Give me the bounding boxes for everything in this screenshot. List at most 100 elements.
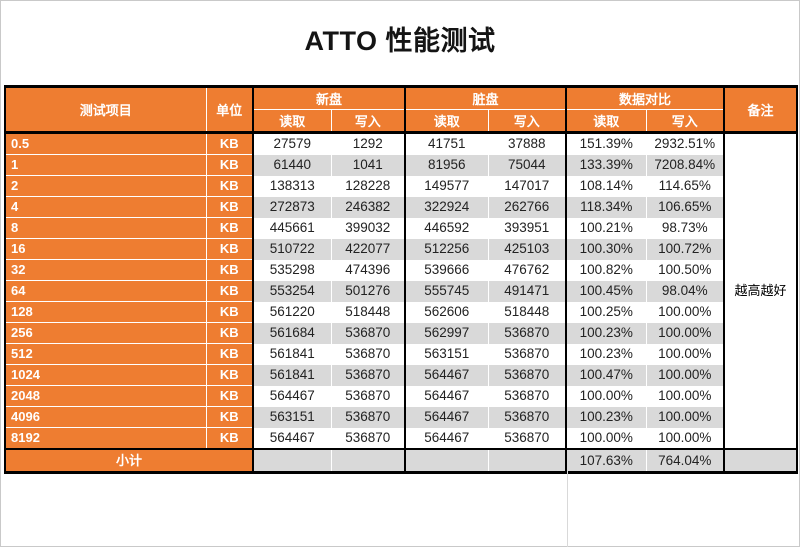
cell-cmp-read: 100.82%	[566, 259, 647, 281]
table-row: 4 KB 272873 246382 322924 262766 118.34%…	[5, 196, 797, 218]
table-row: 1 KB 61440 1041 81956 75044 133.39% 7208…	[5, 154, 797, 176]
cell-new-read: 564467	[253, 427, 332, 449]
cell-unit: KB	[206, 301, 254, 323]
cell-cmp-write: 100.72%	[646, 238, 726, 260]
remark-note: 越高越好	[724, 132, 798, 449]
cell-new-write: 536870	[331, 385, 407, 407]
cell-new-read: 564467	[253, 385, 332, 407]
cell-cmp-read: 100.00%	[566, 385, 647, 407]
cell-size: 16	[5, 238, 207, 260]
cell-new-read: 535298	[253, 259, 332, 281]
cell-dirty-read: 446592	[405, 217, 489, 239]
atto-results-table: 测试项目 单位 新盘 脏盘 数据对比 备注 读取 写入 读取 写入 读取 写入 …	[4, 85, 799, 474]
table-row: 256 KB 561684 536870 562997 536870 100.2…	[5, 322, 797, 344]
cell-dirty-read: 564467	[405, 385, 489, 407]
header-unit: 单位	[205, 86, 254, 134]
header-cmp-read: 读取	[565, 109, 647, 134]
header-dirty-disk: 脏盘	[404, 86, 568, 110]
cell-new-read: 510722	[253, 238, 332, 260]
cell-dirty-write: 536870	[488, 406, 568, 428]
cell-new-write: 399032	[331, 217, 407, 239]
cell-size: 1024	[5, 364, 207, 386]
cell-new-read: 61440	[253, 154, 332, 176]
cell-size: 64	[5, 280, 207, 302]
cell-size: 1	[5, 154, 207, 176]
cell-unit: KB	[206, 406, 254, 428]
cell-dirty-write: 393951	[488, 217, 568, 239]
table-row: 32 KB 535298 474396 539666 476762 100.82…	[5, 259, 797, 281]
cell-size: 0.5	[5, 132, 207, 155]
cell-dirty-read: 81956	[405, 154, 489, 176]
table-row: 2 KB 138313 128228 149577 147017 108.14%…	[5, 175, 797, 197]
cell-cmp-write: 98.73%	[646, 217, 726, 239]
cell-new-write: 474396	[331, 259, 407, 281]
cell-cmp-write: 114.65%	[646, 175, 726, 197]
cell-dirty-write: 536870	[488, 385, 568, 407]
header-comparison: 数据对比	[565, 86, 726, 110]
cell-unit: KB	[206, 385, 254, 407]
cell-unit: KB	[206, 259, 254, 281]
cell-cmp-read: 100.23%	[566, 322, 647, 344]
cell-size: 2	[5, 175, 207, 197]
cell-new-read: 27579	[253, 132, 332, 155]
cell-cmp-write: 100.00%	[646, 385, 726, 407]
cell-cmp-read: 100.30%	[566, 238, 647, 260]
cell-unit: KB	[206, 427, 254, 450]
cell-cmp-write: 106.65%	[646, 196, 726, 218]
cell-new-read: 561841	[253, 364, 332, 386]
cell-cmp-read: 100.00%	[566, 427, 647, 449]
cell-cmp-write: 100.50%	[646, 259, 726, 281]
cell-cmp-write: 100.00%	[646, 343, 726, 365]
cell-dirty-write: 476762	[488, 259, 568, 281]
cell-size: 32	[5, 259, 207, 281]
header-dirty-read: 读取	[404, 109, 489, 134]
cell-dirty-write: 491471	[488, 280, 568, 302]
cell-cmp-read: 133.39%	[566, 154, 647, 176]
cell-unit: KB	[206, 343, 254, 365]
cell-new-read: 563151	[253, 406, 332, 428]
table-row: 512 KB 561841 536870 563151 536870 100.2…	[5, 343, 797, 365]
cell-new-write: 536870	[331, 427, 407, 449]
table-row: 16 KB 510722 422077 512256 425103 100.30…	[5, 238, 797, 260]
cell-cmp-write: 100.00%	[646, 406, 726, 428]
cell-new-write: 1041	[331, 154, 407, 176]
subtotal-empty-cell	[405, 449, 489, 473]
cell-new-read: 553254	[253, 280, 332, 302]
cell-new-read: 272873	[253, 196, 332, 218]
cell-unit: KB	[206, 280, 254, 302]
cell-cmp-read: 151.39%	[566, 132, 647, 155]
cell-cmp-read: 100.45%	[566, 280, 647, 302]
cell-dirty-write: 37888	[488, 132, 568, 155]
table-row: 8192 KB 564467 536870 564467 536870 100.…	[5, 427, 797, 450]
cell-size: 512	[5, 343, 207, 365]
cell-size: 4	[5, 196, 207, 218]
table-row: 2048 KB 564467 536870 564467 536870 100.…	[5, 385, 797, 407]
table-row: 128 KB 561220 518448 562606 518448 100.2…	[5, 301, 797, 323]
cell-unit: KB	[206, 364, 254, 386]
cell-new-write: 501276	[331, 280, 407, 302]
cell-dirty-read: 564467	[405, 364, 489, 386]
cell-unit: KB	[206, 132, 254, 155]
header-new-read: 读取	[252, 109, 332, 134]
cell-dirty-read: 563151	[405, 343, 489, 365]
cell-dirty-read: 555745	[405, 280, 489, 302]
cell-cmp-write: 98.04%	[646, 280, 726, 302]
header-remark: 备注	[723, 86, 798, 134]
subtotal-cmp-write: 764.04%	[646, 449, 726, 473]
cell-new-write: 536870	[331, 322, 407, 344]
cell-dirty-write: 536870	[488, 322, 568, 344]
cell-size: 4096	[5, 406, 207, 428]
cell-new-read: 445661	[253, 217, 332, 239]
cell-dirty-write: 536870	[488, 427, 568, 449]
cell-new-write: 536870	[331, 406, 407, 428]
cell-size: 128	[5, 301, 207, 323]
page-title: ATTO 性能测试	[304, 26, 496, 56]
cell-dirty-read: 41751	[405, 132, 489, 155]
cell-unit: KB	[206, 322, 254, 344]
cell-dirty-read: 149577	[405, 175, 489, 197]
cell-new-write: 518448	[331, 301, 407, 323]
cell-dirty-read: 562997	[405, 322, 489, 344]
cell-dirty-write: 536870	[488, 364, 568, 386]
cell-dirty-write: 425103	[488, 238, 568, 260]
